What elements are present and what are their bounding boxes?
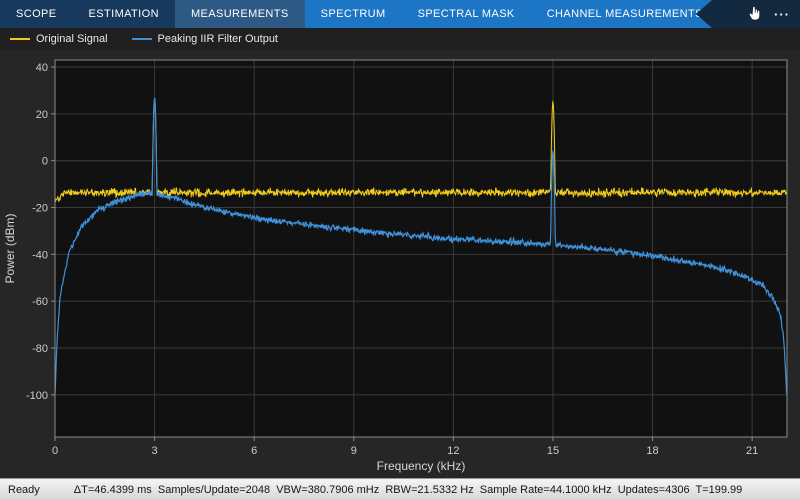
legend-line-original-signal — [10, 38, 30, 40]
hand-pointer-icon[interactable] — [748, 6, 762, 22]
x-tick-label: 9 — [351, 445, 357, 457]
y-tick-label: -40 — [32, 249, 48, 261]
legend-label-filter-output: Peaking IIR Filter Output — [157, 33, 278, 45]
trace-peaking-iir-filter-output — [54, 97, 788, 397]
y-axis-label: Power (dBm) — [3, 213, 17, 283]
figure-area[interactable]: 40 20 0 -20 -40 -60 -80 -100 0 3 6 9 12 15 18 21 Frequen… — [0, 50, 800, 478]
x-tick-label: 21 — [746, 445, 758, 457]
axes-border — [54, 59, 788, 438]
legend-label-original-signal: Original Signal — [36, 33, 108, 45]
status-bar: Ready ΔT=46.4399 ms Samples/Update=2048 … — [0, 478, 800, 500]
y-tick-label: -80 — [32, 343, 48, 355]
y-tick-label: 20 — [36, 109, 48, 121]
toolbar-corner: ··· — [696, 0, 800, 28]
legend: Original Signal Peaking IIR Filter Outpu… — [0, 28, 800, 50]
status-ready: Ready — [8, 483, 40, 496]
y-tick-label: -60 — [32, 296, 48, 308]
y-tick-label: 0 — [42, 156, 48, 168]
legend-line-filter-output — [131, 38, 152, 40]
legend-item-original-signal[interactable]: Original Signal — [10, 33, 108, 45]
toolbar-overflow-button[interactable]: ··· — [774, 6, 790, 22]
tab-spectrum[interactable]: SPECTRUM — [320, 8, 386, 20]
legend-item-filter-output[interactable]: Peaking IIR Filter Output — [131, 33, 278, 45]
y-tick-label: -100 — [26, 390, 48, 402]
trace-original-signal — [54, 97, 788, 202]
x-tick-label: 12 — [447, 445, 459, 457]
plot-background — [55, 60, 787, 437]
hand-pointer-icon-glyph — [749, 6, 760, 20]
x-tick-label: 6 — [251, 445, 257, 457]
status-metrics: ΔT=46.4399 ms Samples/Update=2048 VBW=38… — [73, 483, 743, 496]
tab-scope[interactable]: SCOPE — [16, 8, 57, 20]
x-axis-label: Frequency (kHz) — [377, 459, 466, 473]
tab-channel-measurements[interactable]: CHANNEL MEASUREMENTS — [546, 8, 703, 20]
spectrum-plot[interactable]: 40 20 0 -20 -40 -60 -80 -100 0 3 6 9 12 15 18 21 Frequen… — [0, 50, 800, 478]
y-tick-label: 40 — [36, 62, 48, 74]
tab-estimation[interactable]: ESTIMATION — [88, 8, 159, 20]
tab-measurements[interactable]: MEASUREMENTS — [174, 0, 305, 28]
x-tick-label: 3 — [152, 445, 158, 457]
tab-spectral-mask[interactable]: SPECTRAL MASK — [417, 8, 515, 20]
toolbar-tabs-left: SCOPE ESTIMATION MEASUREMENTS — [0, 0, 305, 28]
toolbar: SCOPE ESTIMATION MEASUREMENTS SPECTRUM S… — [0, 0, 800, 28]
x-tick-label: 0 — [52, 445, 58, 457]
x-tick-label: 15 — [547, 445, 559, 457]
x-tick-label: 18 — [646, 445, 658, 457]
y-tick-label: -20 — [32, 203, 48, 215]
